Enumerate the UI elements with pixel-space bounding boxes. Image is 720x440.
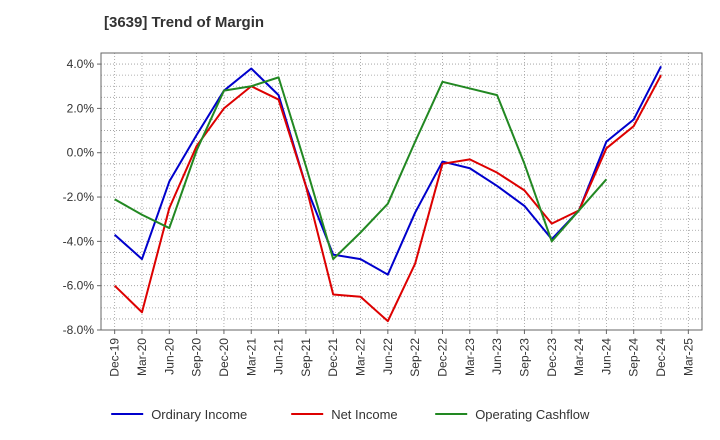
y-tick-label: 2.0% (67, 101, 95, 115)
x-tick-label: Dec-19 (108, 338, 122, 377)
series-line-net-income (113, 74, 662, 323)
y-tick-label: -6.0% (63, 279, 95, 293)
legend-label-ordinary-income: Ordinary Income (151, 407, 247, 422)
y-tick-label: -4.0% (63, 234, 95, 248)
legend-label-operating-cashflow: Operating Cashflow (475, 407, 590, 422)
x-tick-label: Dec-22 (435, 338, 449, 377)
y-tick-label: 0.0% (67, 146, 95, 160)
x-tick-label: Dec-24 (654, 338, 668, 377)
legend: Ordinary Income Net Income Operating Cashf… (111, 407, 590, 422)
series-lines (113, 65, 662, 323)
grid (101, 52, 702, 331)
legend-label-net-income: Net Income (331, 407, 397, 422)
x-tick-label: Jun-20 (162, 338, 176, 375)
x-tick-label: Jun-21 (272, 338, 286, 375)
plot-frame (100, 52, 703, 331)
x-tick-label: Dec-20 (217, 338, 231, 377)
chart-title: [3639] Trend of Margin (104, 14, 265, 31)
x-tick-label: Sep-24 (627, 338, 641, 377)
x-tick-label: Dec-21 (326, 338, 340, 377)
y-tick-label: -2.0% (63, 190, 95, 204)
x-tick-label: Jun-22 (381, 338, 395, 375)
x-tick-label: Mar-24 (572, 338, 586, 376)
y-tick-label: -8.0% (63, 323, 95, 337)
x-axis-ticks: Dec-19 Mar-20 Jun-20 Sep-20 Dec-20 Mar-21 Jun-… (108, 330, 695, 377)
x-tick-label: Sep-20 (190, 338, 204, 377)
x-tick-label: Mar-23 (463, 338, 477, 376)
x-tick-label: Jun-23 (490, 338, 504, 375)
x-tick-label: Mar-21 (244, 338, 258, 376)
x-tick-label: Sep-22 (408, 338, 422, 377)
x-tick-label: Dec-23 (545, 338, 559, 377)
y-tick-label: 4.0% (67, 57, 95, 71)
y-axis-ticks: 4.0% 2.0% 0.0% -2.0% -4.0% -6.0% -8.0% (63, 57, 101, 337)
x-tick-label: Mar-22 (354, 338, 368, 376)
series-line-operating-cashflow (114, 76, 608, 261)
x-tick-label: Mar-20 (135, 338, 149, 376)
x-tick-label: Sep-21 (299, 338, 313, 377)
x-tick-label: Sep-23 (517, 338, 531, 377)
x-tick-label: Mar-25 (681, 338, 695, 376)
x-tick-label: Jun-24 (599, 338, 613, 375)
